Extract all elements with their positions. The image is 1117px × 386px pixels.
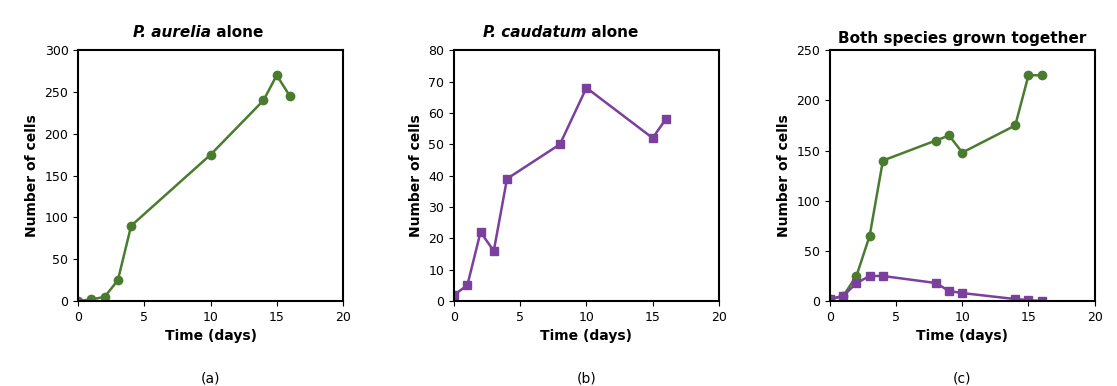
X-axis label: Time (days): Time (days) [164, 329, 257, 344]
Text: P. aurelia: P. aurelia [133, 25, 210, 40]
Text: alone: alone [586, 25, 639, 40]
Text: (c): (c) [953, 371, 972, 385]
Y-axis label: Number of cells: Number of cells [409, 114, 423, 237]
Title: Both species grown together: Both species grown together [838, 31, 1087, 46]
Text: (b): (b) [576, 371, 596, 385]
Text: (a): (a) [201, 371, 220, 385]
X-axis label: Time (days): Time (days) [916, 329, 1009, 344]
X-axis label: Time (days): Time (days) [541, 329, 632, 344]
Text: alone: alone [210, 25, 262, 40]
Text: P. caudatum: P. caudatum [483, 25, 586, 40]
Y-axis label: Number of cells: Number of cells [776, 114, 791, 237]
Y-axis label: Number of cells: Number of cells [25, 114, 39, 237]
